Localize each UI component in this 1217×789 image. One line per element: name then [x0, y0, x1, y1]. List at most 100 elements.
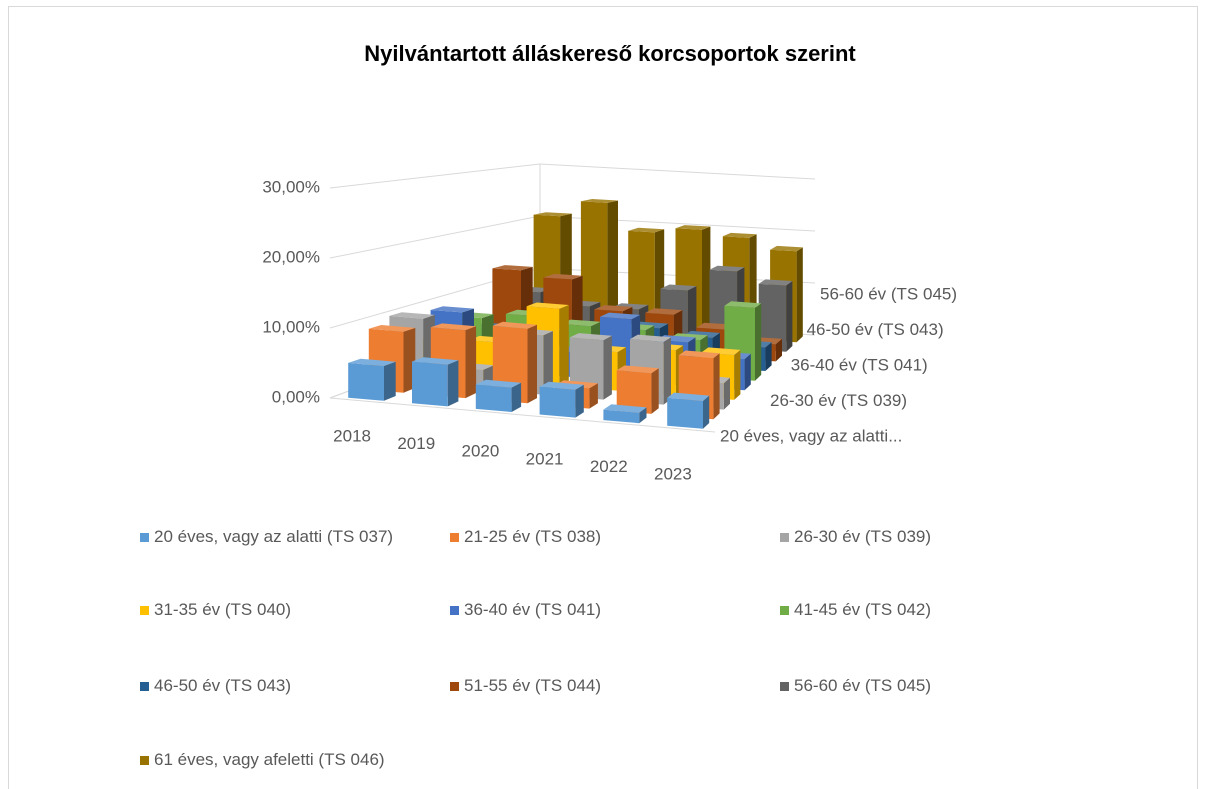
bar — [580, 199, 618, 332]
chart-title: Nyilvántartott álláskereső korcsoportok … — [364, 41, 856, 66]
bar-top — [492, 321, 537, 329]
bar-front — [412, 361, 448, 407]
legend-swatch — [450, 606, 459, 615]
bar-front — [667, 397, 703, 429]
bar-top — [533, 212, 572, 217]
bar-front — [603, 409, 640, 424]
depth-tick-label: 36-40 év (TS 041) — [791, 355, 928, 374]
bar — [412, 357, 459, 407]
depth-tick-label: 26-30 év (TS 039) — [770, 391, 907, 410]
bar-top — [758, 279, 793, 286]
x-tick-label: 2019 — [397, 434, 435, 453]
bar-top — [667, 392, 710, 401]
bar-top — [709, 265, 745, 272]
bar-top — [430, 306, 474, 313]
legend-swatch — [450, 682, 459, 691]
bar-top — [560, 319, 601, 327]
bar — [667, 392, 710, 429]
bar-top — [678, 350, 720, 359]
bar-side — [796, 247, 803, 343]
bar-top — [645, 308, 683, 315]
legend-label: 46-50 év (TS 043) — [154, 676, 292, 695]
bar — [348, 358, 396, 401]
bar-side — [786, 281, 793, 352]
legend-entry: 56-60 év (TS 045) — [780, 674, 1094, 698]
bar-top — [430, 323, 477, 331]
bar-side — [575, 384, 584, 418]
legend-label: 21-25 év (TS 038) — [464, 527, 602, 546]
legend-swatch — [450, 533, 459, 542]
chart-frame — [8, 6, 1198, 789]
legend-swatch — [140, 756, 149, 765]
depth-tick-label: 56-60 év (TS 045) — [820, 284, 957, 303]
bar-side — [465, 326, 477, 399]
bar-side — [765, 342, 772, 371]
bar-side — [589, 383, 598, 409]
legend-entry: 61 éves, vagy afeletti (TS 046) — [140, 748, 454, 772]
bar-side — [713, 353, 720, 420]
bar-side — [543, 331, 553, 395]
legend-label: 51-55 év (TS 044) — [464, 676, 602, 695]
bar-top — [368, 325, 416, 332]
bar-side — [607, 200, 618, 332]
bar-top — [630, 334, 671, 342]
legend-label: 61 éves, vagy afeletti (TS 046) — [154, 750, 385, 769]
bar-side — [603, 335, 612, 400]
bar-top — [526, 302, 569, 309]
legend-label: 31-35 év (TS 040) — [154, 600, 292, 619]
bar-side — [663, 337, 671, 405]
bar-top — [660, 284, 697, 291]
y-tick-label: 10,00% — [262, 317, 320, 336]
legend-entry: 20 éves, vagy az alatti (TS 037) — [140, 525, 394, 549]
x-tick-label: 2021 — [526, 449, 564, 468]
depth-tick-label: 20 éves, vagy az alatti... — [720, 426, 902, 445]
legend-swatch — [780, 533, 789, 542]
bar-top — [580, 199, 618, 203]
bar-side — [723, 377, 730, 410]
bar — [758, 279, 793, 352]
legend-label: 41-45 év (TS 042) — [794, 600, 932, 619]
x-tick-label: 2023 — [654, 465, 692, 484]
x-tick-label: 2022 — [590, 457, 628, 476]
legend-label: 36-40 év (TS 041) — [464, 600, 602, 619]
legend-label: 26-30 év (TS 039) — [794, 527, 932, 546]
bar-front — [616, 370, 652, 414]
legend-label: 56-60 év (TS 045) — [794, 676, 932, 695]
bar-top — [770, 245, 803, 252]
bar-top — [722, 232, 757, 238]
bar-top — [616, 365, 659, 374]
bar-top — [412, 357, 459, 365]
bar-top — [696, 322, 733, 330]
bar-side — [755, 303, 762, 381]
bar-side — [559, 305, 569, 386]
bar-top — [628, 227, 665, 233]
legend-swatch — [780, 682, 789, 691]
bar-side — [511, 382, 522, 412]
bar — [475, 379, 522, 412]
bar-top — [675, 225, 711, 230]
bar-front — [580, 201, 608, 332]
bar-top — [600, 312, 641, 320]
bar-top — [492, 265, 533, 271]
bar-front — [475, 384, 512, 412]
x-tick-label: 2018 — [333, 426, 371, 445]
bar-top — [539, 381, 584, 390]
depth-tick-label: 46-50 év (TS 043) — [807, 320, 944, 339]
bar — [539, 381, 584, 418]
x-tick-label: 2020 — [462, 442, 500, 461]
bar-top — [348, 358, 396, 366]
legend-entry: 31-35 év (TS 040) — [140, 598, 454, 622]
bar-side — [702, 226, 711, 337]
bar-front — [758, 283, 787, 352]
bar-side — [384, 361, 396, 401]
legend-entry: 21-25 év (TS 038) — [450, 525, 764, 549]
grid-line — [329, 163, 816, 189]
legend-entry: 26-30 év (TS 039) — [780, 525, 1094, 549]
floor-edge — [329, 397, 716, 433]
legend-swatch — [780, 606, 789, 615]
y-tick-label: 20,00% — [262, 247, 320, 266]
bar-side — [651, 368, 659, 414]
legend-label: 20 éves, vagy az alatti (TS 037) — [154, 527, 394, 546]
bar-top — [475, 379, 522, 388]
bar-side — [734, 349, 741, 400]
